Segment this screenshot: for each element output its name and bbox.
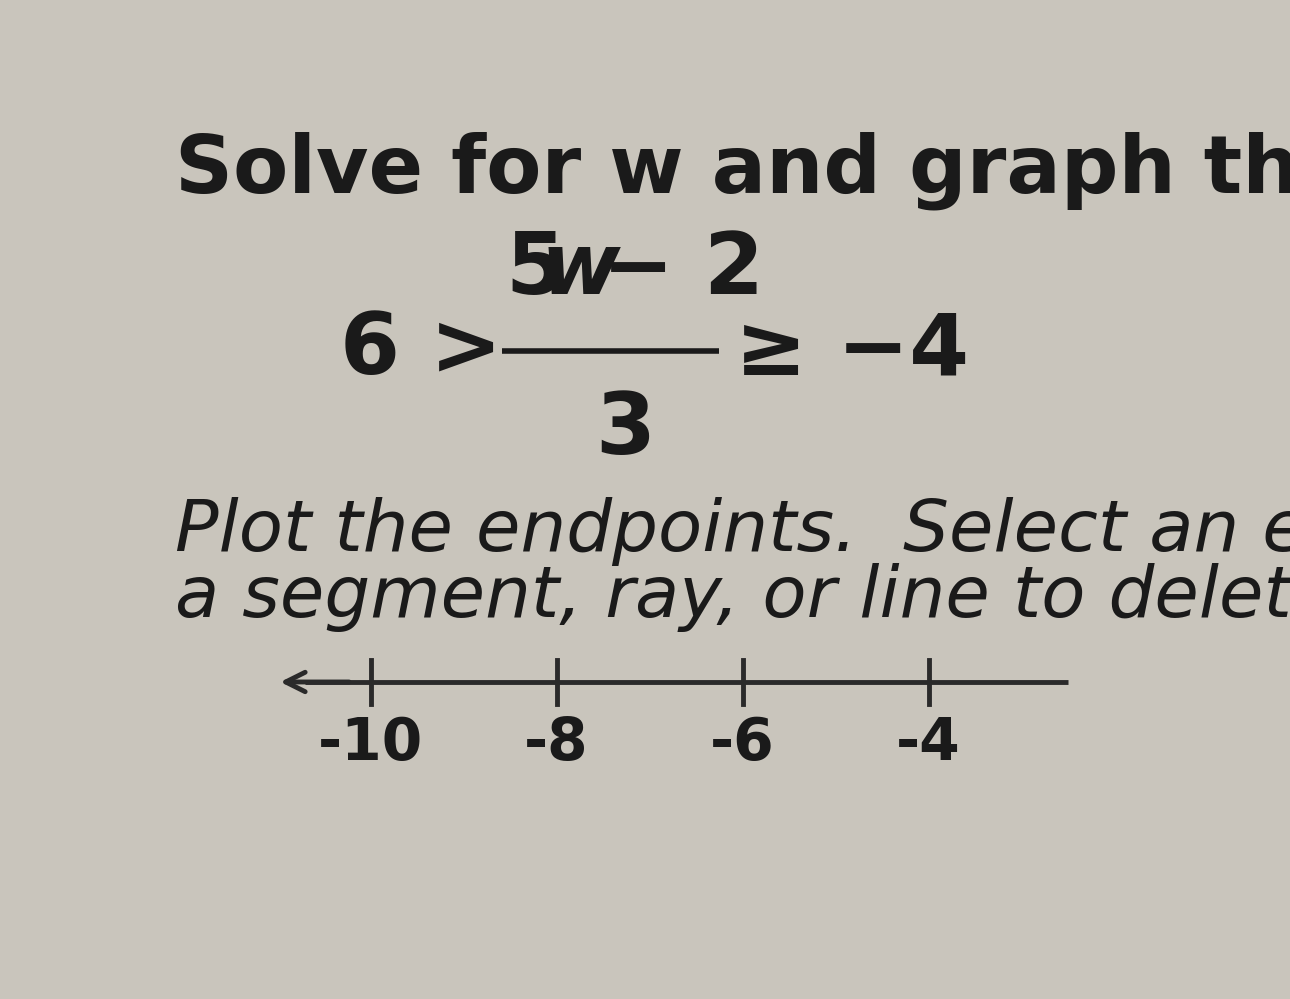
Text: -8: -8 [524,715,588,772]
Text: ≥ −4: ≥ −4 [735,310,969,393]
Text: − 2: − 2 [571,230,764,313]
Text: a segment, ray, or line to delete it: a segment, ray, or line to delete it [175,562,1290,631]
Text: 3: 3 [595,390,655,473]
Text: Plot the endpoints.  Select an endp: Plot the endpoints. Select an endp [175,498,1290,566]
Text: -6: -6 [710,715,775,772]
Text: -10: -10 [317,715,423,772]
Text: 6 >: 6 > [339,310,502,393]
Text: w: w [541,230,620,313]
Text: 5: 5 [506,230,583,313]
Text: Solve for w and graph the soluti: Solve for w and graph the soluti [175,132,1290,210]
Text: -4: -4 [897,715,961,772]
